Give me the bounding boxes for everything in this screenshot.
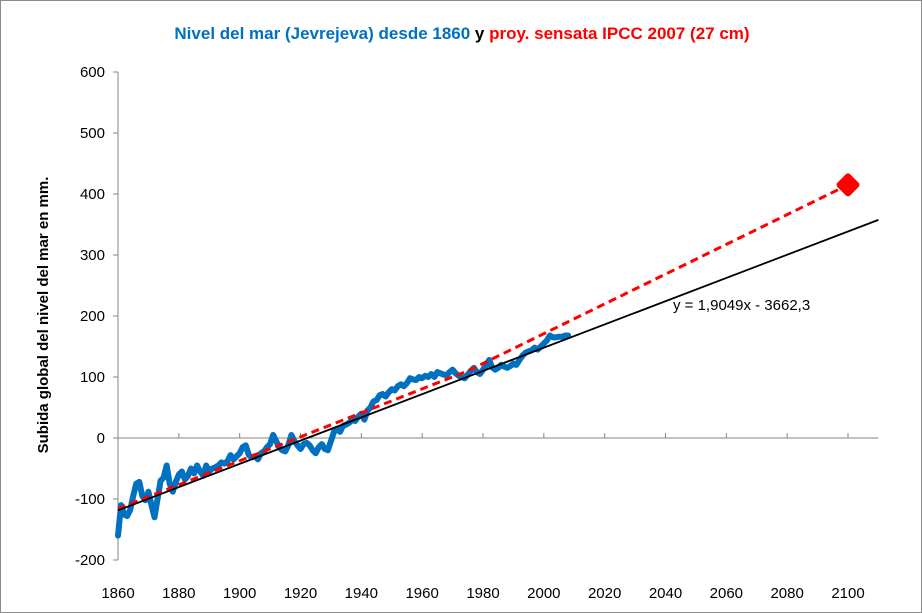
x-tick-label: 1900 (223, 585, 256, 602)
x-tick-label: 1940 (345, 585, 378, 602)
y-tick-label: 300 (80, 247, 105, 264)
y-tick-label: 200 (80, 308, 105, 325)
axes: 600 500 400 300 200 100 0 -100 -200 1860 1880 1900 1… (75, 64, 879, 602)
chart-title: Nivel del mar (Jevrejeva) desde 1860 y p… (174, 24, 749, 43)
ipcc-2100-marker (836, 173, 860, 197)
y-tick-label: 0 (97, 430, 105, 447)
x-tick-label: 2080 (770, 585, 803, 602)
x-tick-label: 1860 (101, 585, 134, 602)
linear-trendline (117, 219, 879, 512)
x-tick-label: 2060 (710, 585, 743, 602)
y-tick-label: -100 (75, 491, 105, 508)
y-axis-label: Subida global del nivel del mar en mm. (35, 177, 52, 454)
y-tick-label: 400 (80, 186, 105, 203)
y-tick-label: 100 (80, 369, 105, 386)
x-tick-label: 2100 (831, 585, 864, 602)
x-tick-label: 2000 (527, 585, 560, 602)
sea-level-series-line (115, 332, 572, 539)
x-tick-label: 2020 (588, 585, 621, 602)
x-tick-label: 1880 (162, 585, 195, 602)
y-tick-label: 600 (80, 64, 105, 81)
x-tick-label: 1920 (284, 585, 317, 602)
title-part-red: proy. sensata IPCC 2007 (27 cm) (489, 24, 749, 43)
y-tick-label: 500 (80, 125, 105, 142)
y-tick-label: -200 (75, 552, 105, 569)
title-part-blue: Nivel del mar (Jevrejeva) desde 1860 (174, 24, 470, 43)
x-tick-label: 1960 (405, 585, 438, 602)
trendline-equation: y = 1,9049x - 3662,3 (673, 297, 810, 314)
title-part-y: y (470, 24, 489, 43)
x-tick-label: 2040 (649, 585, 682, 602)
x-tick-label: 1980 (466, 585, 499, 602)
series-marks (115, 173, 879, 539)
